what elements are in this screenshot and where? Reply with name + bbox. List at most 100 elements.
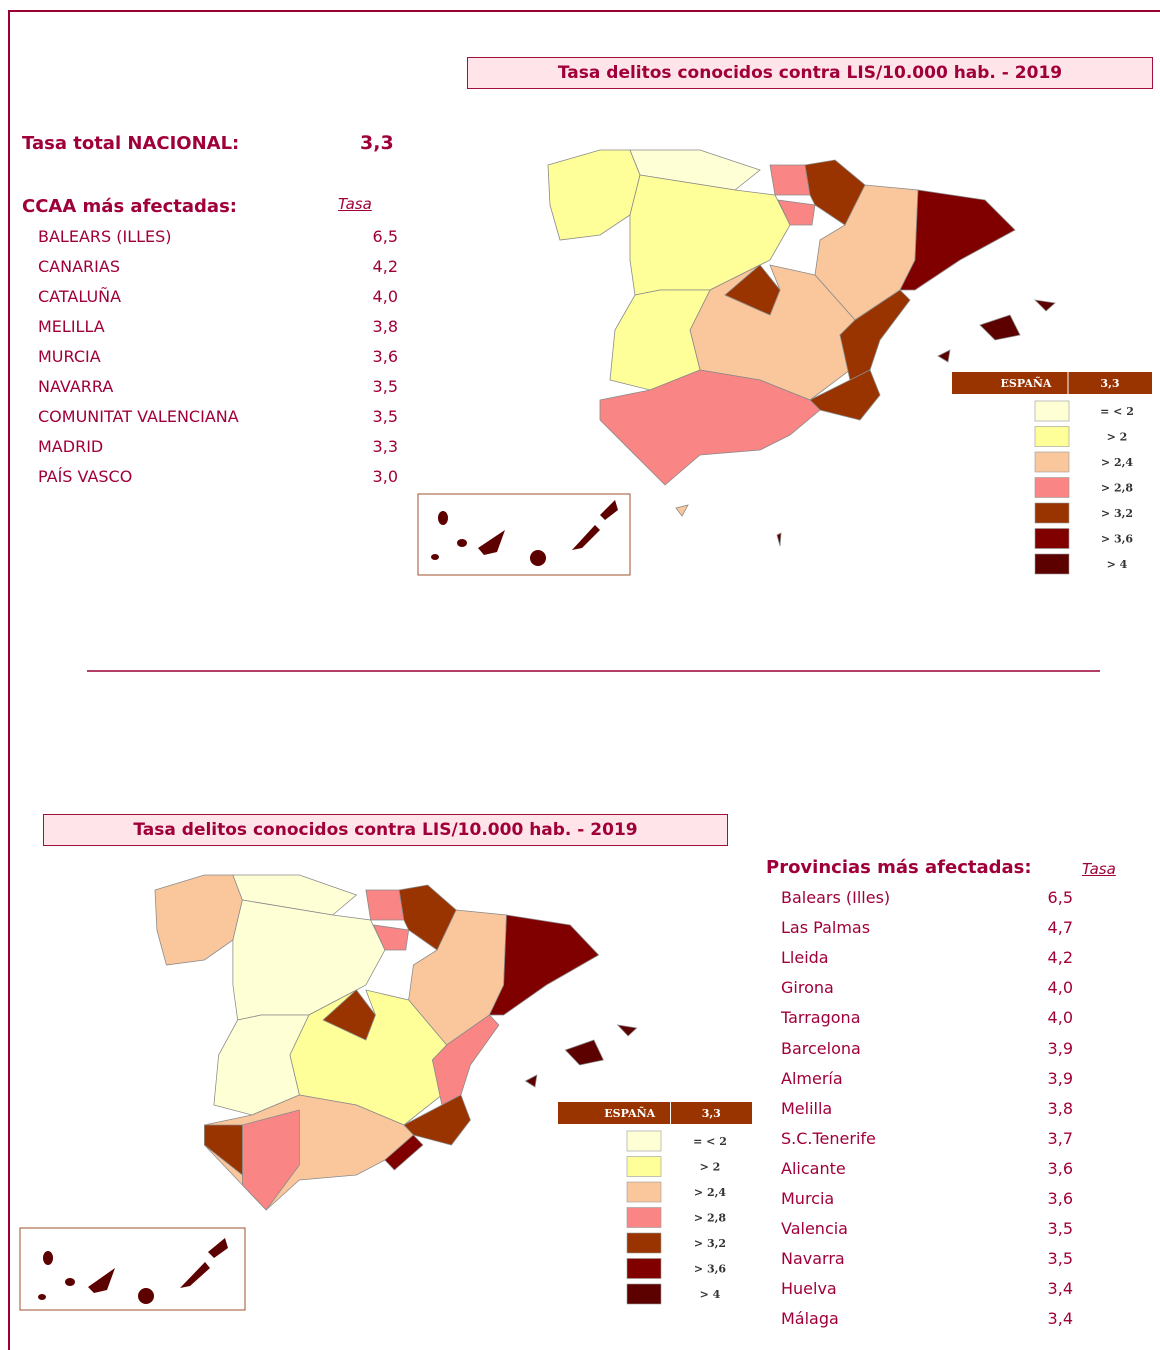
legend-label: > 4 — [700, 1288, 721, 1301]
legend-swatch — [1034, 528, 1070, 549]
row-value: 3,0 — [372, 467, 398, 487]
legend-swatch — [626, 1207, 662, 1228]
row-value: 4,0 — [1047, 978, 1073, 998]
canarias-box — [417, 493, 631, 576]
legend-swatch — [626, 1181, 662, 1203]
legend-swatch — [626, 1258, 662, 1279]
row-name: Almería — [781, 1068, 843, 1088]
legend-swatch — [1034, 400, 1070, 422]
row-value: 3,5 — [1047, 1219, 1073, 1239]
legend: ESPAÑA 3,3 = < 2 > 2 > 2,4 > 2,8 > 3,2 > 3,6 > 4 — [558, 1102, 752, 1305]
row-name: CANARIAS — [38, 257, 120, 277]
row-name: Málaga — [781, 1309, 839, 1329]
legend-header: ESPAÑA — [604, 1106, 655, 1120]
canarias — [38, 1238, 228, 1304]
map-provincias — [154, 874, 638, 1211]
legend: ESPAÑA 3,3 = < 2 > 2 > 2,4 > 2,8 > 3,2 > 3,6 > 4 — [952, 372, 1152, 575]
legend-label: > 3,6 — [1101, 533, 1134, 546]
row-value: 3,6 — [1047, 1189, 1073, 1208]
row-name: COMUNITAT VALENCIANA — [38, 407, 239, 427]
legend-header-bar — [952, 372, 1152, 394]
row-name: MELILLA — [38, 317, 105, 337]
row-value: 3,7 — [1047, 1128, 1073, 1148]
legend-swatch — [1034, 426, 1070, 447]
row-name: Las Palmas — [781, 918, 871, 938]
legend-label: > 2,8 — [694, 1212, 727, 1225]
row-name: NAVARRA — [38, 377, 114, 397]
national-label: Tasa total NACIONAL: — [22, 133, 240, 154]
legend-label: > 3,2 — [694, 1237, 726, 1250]
row-value: 6,5 — [1047, 888, 1073, 907]
row-name: Valencia — [781, 1219, 848, 1239]
canarias-box — [19, 1227, 246, 1311]
legend-label: > 4 — [1107, 558, 1128, 571]
row-value: 3,8 — [1047, 1098, 1073, 1118]
row-name: Navarra — [781, 1249, 845, 1269]
legend-label: > 2,4 — [694, 1186, 727, 1199]
legend-label: > 2 — [1107, 431, 1128, 444]
title-box: Tasa delitos conocidos contra LIS/10.000… — [467, 57, 1153, 89]
canarias — [431, 500, 618, 566]
row-value: 4,7 — [1047, 918, 1073, 938]
row-value: 4,0 — [372, 287, 398, 307]
row-value: 6,5 — [372, 227, 398, 246]
row-value: 3,3 — [372, 437, 398, 457]
legend-swatch — [1034, 451, 1070, 473]
legend-value: 3,3 — [1100, 377, 1119, 390]
row-value: 3,9 — [1047, 1038, 1073, 1058]
row-name: MURCIA — [38, 347, 101, 367]
row-name: Murcia — [781, 1189, 835, 1208]
frame — [8, 10, 1160, 1350]
row-name: Lleida — [781, 948, 829, 968]
legend-label: > 3,6 — [694, 1263, 727, 1276]
map-ccaa — [547, 149, 1056, 547]
row-name: Girona — [781, 978, 834, 998]
legend-label: > 2,8 — [1101, 482, 1134, 495]
legend-swatch — [626, 1283, 662, 1305]
row-value: 3,8 — [372, 317, 398, 337]
legend-header-bar — [558, 1102, 752, 1124]
row-value: 3,5 — [1047, 1249, 1073, 1269]
row-value: 3,5 — [372, 377, 398, 397]
row-value: 4,2 — [372, 257, 398, 277]
legend-label: > 3,2 — [1101, 507, 1133, 520]
row-name: Tarragona — [781, 1008, 861, 1028]
rate-header: Tasa — [1082, 860, 1116, 878]
legend-swatch — [1034, 477, 1070, 498]
legend-header: ESPAÑA — [1001, 376, 1052, 390]
row-value: 4,2 — [1047, 948, 1073, 968]
legend-swatch — [1034, 502, 1070, 524]
legend-swatch — [626, 1156, 662, 1177]
rate-header: Tasa — [338, 195, 372, 213]
list-header: Provincias más afectadas: — [766, 857, 1032, 878]
row-value: 3,4 — [1047, 1279, 1073, 1299]
national-value: 3,3 — [360, 132, 394, 154]
row-value: 3,5 — [372, 407, 398, 427]
row-value: 3,6 — [372, 347, 398, 367]
row-name: Barcelona — [781, 1038, 861, 1058]
title-box: Tasa delitos conocidos contra LIS/10.000… — [43, 814, 728, 846]
row-name: S.C.Tenerife — [781, 1128, 876, 1148]
row-name: Balears (Illes) — [781, 888, 891, 907]
row-value: 4,0 — [1047, 1008, 1073, 1028]
row-name: CATALUÑA — [38, 287, 122, 307]
row-name: Huelva — [781, 1279, 837, 1299]
legend-swatch — [626, 1130, 662, 1152]
legend-label: > 2,4 — [1101, 456, 1134, 469]
legend-swatch — [626, 1232, 662, 1254]
row-name: BALEARS (ILLES) — [38, 227, 172, 246]
legend-label: > 2 — [700, 1161, 721, 1174]
row-name: MADRID — [38, 437, 104, 457]
list-header: CCAA más afectadas: — [22, 196, 237, 217]
legend-value: 3,3 — [702, 1107, 721, 1120]
row-name: PAÍS VASCO — [38, 467, 133, 487]
row-value: 3,6 — [1047, 1158, 1073, 1178]
row-value: 3,9 — [1047, 1068, 1073, 1088]
row-name: Alicante — [781, 1158, 846, 1178]
legend-label: = < 2 — [693, 1135, 727, 1148]
row-name: Melilla — [781, 1098, 833, 1118]
row-value: 3,4 — [1047, 1309, 1073, 1329]
legend-swatch — [1034, 553, 1070, 575]
